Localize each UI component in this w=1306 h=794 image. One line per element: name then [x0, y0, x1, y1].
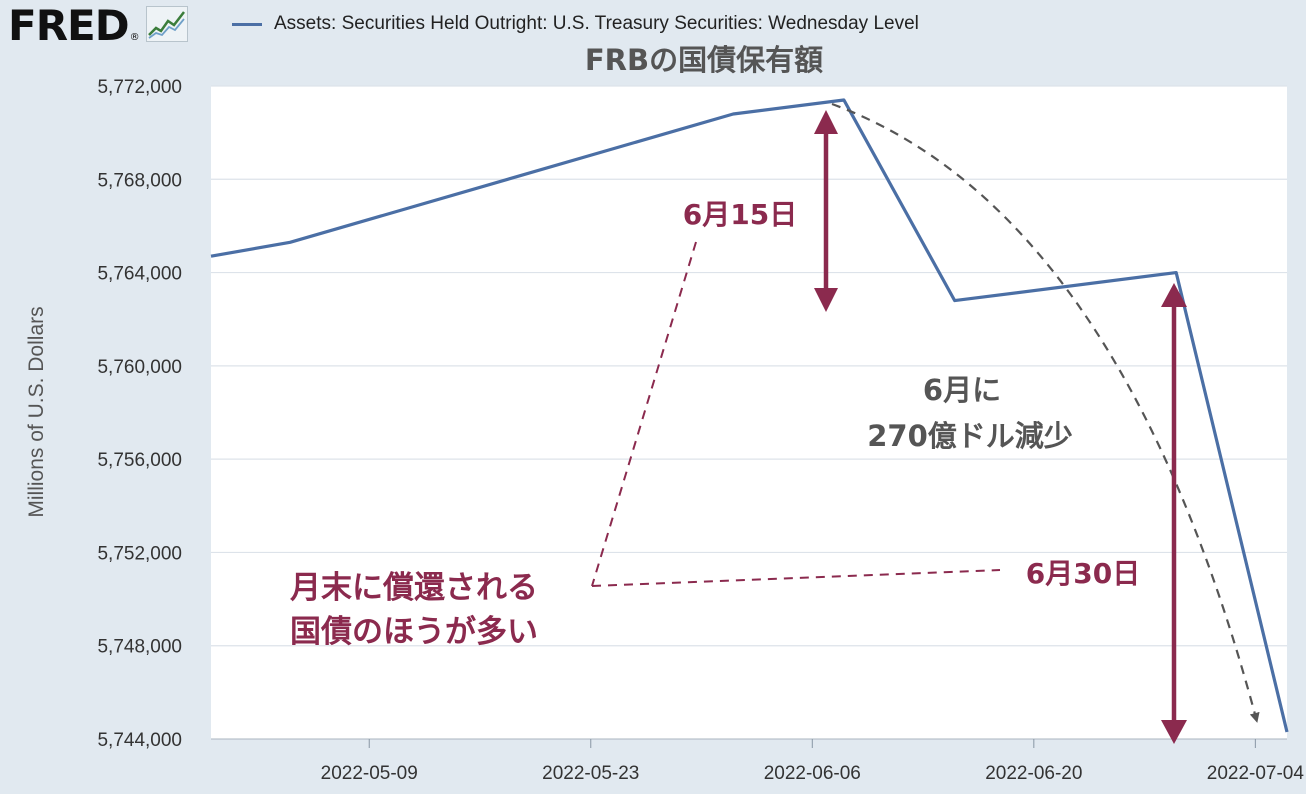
line-chart-icon — [145, 6, 188, 46]
legend-swatch — [232, 22, 262, 26]
double-arrow-jun15 — [814, 110, 838, 312]
x-tick-label: 2022-07-04 — [1207, 763, 1305, 784]
chart-legend: Assets: Securities Held Outright: U.S. T… — [232, 12, 919, 36]
y-tick-label: 5,744,000 — [97, 730, 182, 751]
series-line — [210, 98, 1289, 733]
annotation-june-line2: 270億ドル減少 — [867, 419, 1073, 453]
y-tick-label: 5,768,000 — [97, 170, 182, 191]
annotation-monthend-line2: 国債のほうが多い — [290, 614, 538, 650]
y-axis-label: Millions of U.S. Dollars — [25, 306, 48, 517]
annotations: 6月15日 6月30日 6月に 270億ドル減少 月末に償還される 国債のほうが… — [290, 102, 1260, 744]
fred-logo-text: FRED — [8, 1, 130, 50]
y-tick-label: 5,752,000 — [97, 543, 182, 564]
decline-trend-dashed-arrow — [831, 102, 1260, 723]
y-tick-label: 5,760,000 — [97, 357, 182, 378]
y-tick-label: 5,748,000 — [97, 637, 182, 658]
registered-mark: ® — [129, 31, 140, 43]
y-tick-label: 5,772,000 — [97, 77, 182, 98]
chart-title: FRBの国債保有額 — [585, 43, 823, 77]
x-tick-label: 2022-05-09 — [321, 763, 418, 784]
grid — [211, 85, 1287, 647]
annotation-june-line1: 6月に — [923, 373, 1001, 407]
double-arrow-jun30 — [1161, 283, 1187, 744]
fred-header: FRED ® Assets: Securities Held Outright:… — [0, 0, 1306, 50]
annotation-jun30: 6月30日 — [1026, 557, 1140, 590]
x-tick-label: 2022-06-20 — [985, 763, 1082, 784]
x-tick-label: 2022-06-06 — [764, 763, 861, 784]
legend-label: Assets: Securities Held Outright: U.S. T… — [274, 13, 919, 34]
annotation-monthend-line1: 月末に償還される — [290, 570, 538, 606]
callout-dashed-line-jun15 — [591, 241, 697, 587]
annotation-jun15: 6月15日 — [683, 198, 797, 231]
callout-dashed-line-jun30 — [591, 569, 1001, 587]
y-tick-label: 5,764,000 — [97, 264, 182, 285]
x-tick-label: 2022-05-23 — [542, 763, 639, 784]
series-layer — [210, 98, 1289, 733]
fred-logo[interactable]: FRED ® — [8, 4, 188, 48]
x-ticks: 2022-05-09 2022-05-23 2022-06-06 2022-06-20… — [211, 738, 1305, 784]
y-ticks: 5,744,000 5,748,000 5,752,000 5,756,000 5,76… — [97, 77, 182, 751]
y-tick-label: 5,756,000 — [97, 450, 182, 471]
plot-area — [211, 86, 1287, 739]
